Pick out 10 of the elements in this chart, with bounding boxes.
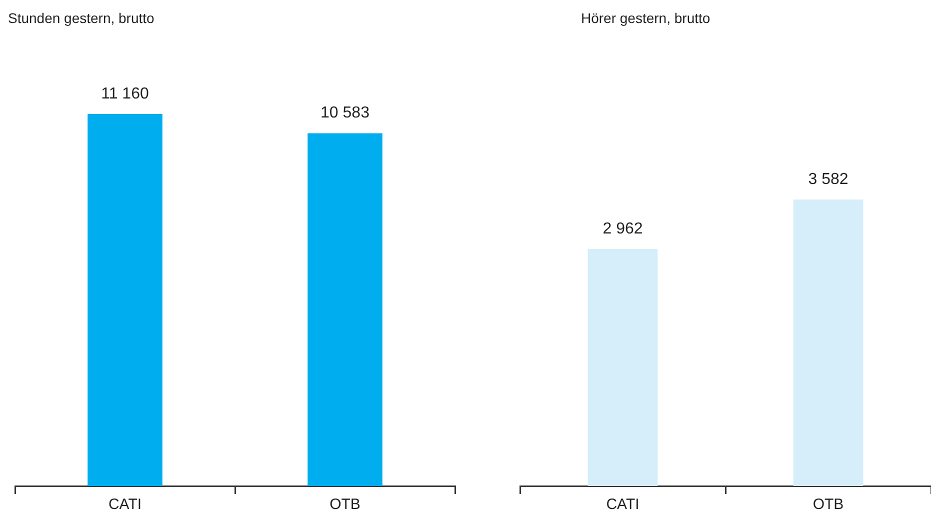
x-tick-label: OTB [330, 496, 360, 514]
data-label: 10 583 [320, 104, 370, 122]
x-tick-label: CATI [108, 496, 142, 514]
data-label: 3 582 [808, 170, 848, 188]
x-tick-label: OTB [812, 496, 844, 514]
x-tick-label: CATI [606, 496, 640, 514]
chart-title: Stunden gestern, brutto [8, 10, 154, 26]
chart-title: Hörer gestern, brutto [581, 10, 710, 26]
data-label: 11 160 [101, 85, 149, 102]
data-label: 2 962 [602, 220, 643, 238]
